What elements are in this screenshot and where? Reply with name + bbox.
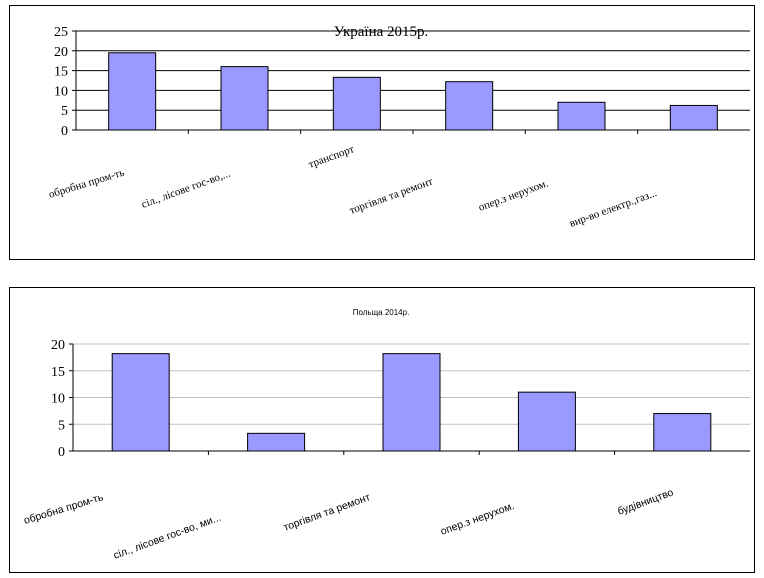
chart-poland-2014: Польща 2014р. 0 5 10 15 20 обробна пром-ть сіл… (9, 287, 755, 573)
bar (445, 81, 494, 131)
x-category-label: торгівля та ремонт (348, 175, 435, 216)
bar (557, 101, 606, 131)
bar (247, 432, 306, 452)
bar (220, 66, 269, 131)
bar (517, 391, 576, 452)
chart-ukraine-svg: Україна 2015р. 0 5 10 15 20 25 обробна пром-ть… (47, 24, 750, 230)
chart-title: Польща 2014р. (353, 308, 410, 317)
x-category-label: будівництво (616, 486, 675, 517)
bar (382, 353, 441, 452)
x-category-label: сіл., лісове гос-во, ми... (112, 512, 223, 562)
y-tick-label: 5 (58, 418, 65, 433)
x-category-label: опер.з нерухом. (477, 177, 550, 213)
x-category-label: обробна пром-ть (47, 166, 125, 200)
chart-ukraine-2015: Україна 2015р. 0 5 10 15 20 25 обробна пром-ть… (9, 5, 755, 260)
y-tick-label: 20 (51, 338, 65, 353)
bar (111, 353, 170, 452)
y-tick-label: 15 (51, 365, 65, 380)
bar (332, 76, 381, 131)
y-tick-label: 5 (61, 104, 68, 119)
y-tick-label: 20 (54, 45, 68, 60)
x-category-label: транспорт (307, 143, 356, 171)
x-category-label: опер.з нерухом. (439, 500, 516, 538)
y-tick-label: 10 (51, 392, 65, 407)
bar (669, 104, 718, 131)
y-tick-label: 10 (54, 84, 68, 99)
y-tick-label: 0 (58, 445, 65, 460)
y-tick-label: 15 (54, 65, 68, 80)
bar (108, 52, 157, 131)
chart-title: Україна 2015р. (334, 24, 429, 40)
x-category-label: торгівля та ремонт (282, 491, 372, 534)
x-category-label: обробна пром-ть (22, 491, 105, 527)
y-tick-label: 25 (54, 25, 68, 40)
x-category-label: вир-во електр.,газ... (568, 187, 659, 230)
y-tick-label: 0 (61, 124, 68, 139)
chart-poland-svg: Польща 2014р. 0 5 10 15 20 обробна пром-тьсіл… (22, 308, 750, 562)
bar (653, 413, 712, 452)
x-category-label: сіл., лісове гос-во,... (140, 167, 232, 210)
